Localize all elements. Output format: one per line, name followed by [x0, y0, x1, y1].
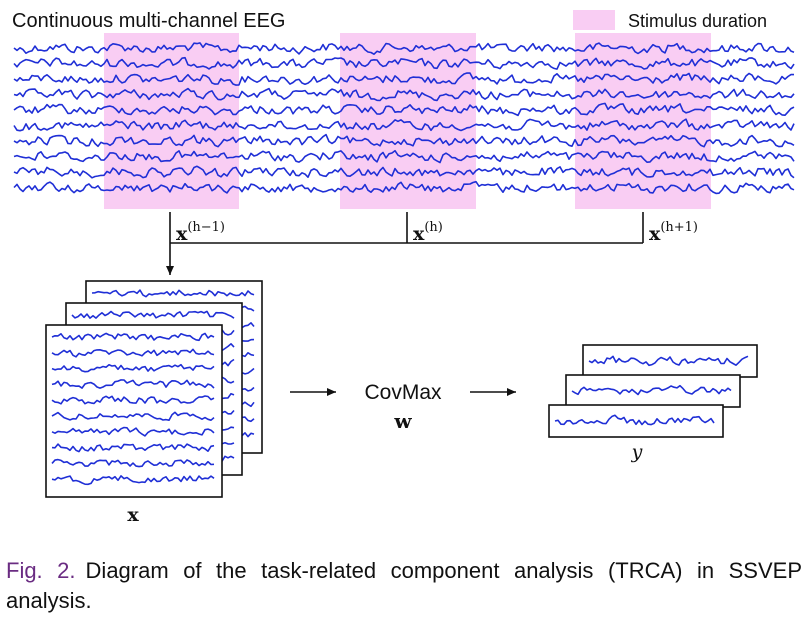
- eeg-title: Continuous multi-channel EEG: [12, 10, 285, 32]
- eeg-channel-10: [13, 180, 795, 195]
- trial-3-channel-6: [51, 411, 215, 421]
- eeg-channel-traces: [13, 42, 795, 195]
- trial-3-channel-8: [51, 443, 215, 453]
- trca-diagram: Continuous multi-channel EEG Stimulus du…: [12, 10, 795, 526]
- trial-1-channel-1: [91, 289, 255, 298]
- segment-label-next: x(h+1): [649, 220, 698, 245]
- caption-text: Diagram of the task-related component an…: [6, 558, 802, 613]
- trial-3-channel-10: [51, 475, 215, 486]
- trial-2-channel-1: [71, 310, 235, 319]
- segment-label-prev: x(h−1): [176, 220, 225, 245]
- eeg-channel-6: [13, 118, 795, 132]
- stack-label: x: [127, 504, 139, 526]
- segment-bracket: [166, 212, 644, 275]
- eeg-channel-7: [13, 133, 795, 148]
- output-trace-3: [554, 414, 715, 426]
- output-trace-2: [571, 384, 732, 396]
- trial-3-channel-5: [51, 395, 215, 405]
- eeg-channel-4: [13, 87, 795, 102]
- trial-3-channel-7: [51, 426, 215, 437]
- stimulus-window-2: [340, 33, 476, 209]
- trial-matrix-3: [45, 324, 223, 498]
- trial-3-channel-1: [51, 332, 215, 342]
- output-component-1: [582, 344, 758, 378]
- output-trace-1: [588, 355, 749, 367]
- eeg-channel-9: [13, 165, 795, 179]
- eeg-channel-8: [13, 149, 795, 164]
- output-component-2: [565, 374, 741, 408]
- eeg-channel-3: [13, 72, 794, 86]
- segment-label-current: x(h): [413, 220, 443, 245]
- figure-caption: Fig. 2. Diagram of the task-related compo…: [6, 556, 802, 616]
- covmax-label: CovMax: [364, 381, 442, 404]
- stimulus-legend-label: Stimulus duration: [628, 11, 767, 31]
- eeg-channel-5: [13, 102, 795, 117]
- eeg-channel-2: [13, 56, 795, 70]
- stimulus-legend-swatch: [573, 10, 615, 30]
- caption-label: Fig. 2.: [6, 558, 76, 583]
- output-label: y: [631, 441, 643, 463]
- trial-3-channel-2: [51, 348, 215, 358]
- weight-label: w: [393, 409, 412, 433]
- stimulus-window-1: [104, 33, 239, 209]
- trial-3-channel-9: [51, 458, 215, 468]
- trial-3-channel-4: [51, 379, 215, 389]
- trial-stack: [45, 280, 263, 498]
- output-components: [548, 344, 758, 438]
- eeg-channel-1: [13, 42, 795, 55]
- trial-3-channel-3: [51, 363, 215, 373]
- output-component-3: [548, 404, 724, 438]
